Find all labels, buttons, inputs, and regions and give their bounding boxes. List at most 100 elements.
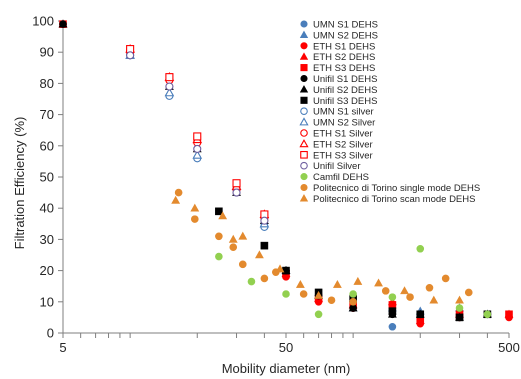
legend-label: UMN S1 DEHS <box>313 20 378 31</box>
data-point <box>190 203 200 212</box>
plot-area: 0 10 20 30 40 50 60 70 80 90 100 5 50 500 <box>32 14 520 356</box>
y-tick-label: 30 <box>40 232 54 247</box>
data-point <box>282 266 290 275</box>
data-point <box>126 51 135 60</box>
legend-item: Politecnico di Torino scan mode DEHS <box>299 194 475 205</box>
data-point <box>455 313 464 322</box>
data-point <box>483 310 492 319</box>
legend-marker <box>300 151 308 159</box>
legend-label: UMN S2 DEHS <box>313 30 378 41</box>
data-point <box>215 207 223 216</box>
legend-item: ETH S3 Silver <box>300 150 373 161</box>
legend-item: UMN S2 Silver <box>299 117 375 129</box>
series-12 <box>126 45 269 219</box>
y-tick-label: 80 <box>40 76 54 91</box>
legend-item: ETH S2 Silver <box>299 139 373 150</box>
legend-label: Camfil DEHS <box>313 172 369 183</box>
data-point <box>191 215 199 223</box>
data-point <box>406 293 414 301</box>
x-tick-label: 500 <box>498 340 520 355</box>
legend-label: ETH S2 DEHS <box>313 52 375 63</box>
data-point <box>218 211 228 220</box>
data-point <box>332 280 342 288</box>
legend-label: UMN S2 Silver <box>313 118 375 129</box>
legend-marker <box>300 42 308 50</box>
data-point <box>349 290 357 298</box>
legend-marker <box>300 161 308 170</box>
y-tick-label: 40 <box>40 201 54 216</box>
legend-marker <box>300 107 308 115</box>
data-point <box>275 264 285 273</box>
legend-marker <box>300 173 308 181</box>
data-point <box>174 188 183 197</box>
data-point <box>441 274 450 283</box>
legend-item: Unifil S3 DEHS <box>300 96 377 107</box>
y-tick-label: 70 <box>40 107 54 122</box>
legend-item: Unifil S1 DEHS <box>300 74 377 85</box>
x-axis-ticks: 5 50 500 <box>59 333 520 355</box>
legend-item: ETH S1 Silver <box>300 129 373 140</box>
data-point <box>455 304 464 312</box>
legend-item: ETH S3 DEHS <box>300 63 375 74</box>
legend-label: Unifil S1 DEHS <box>313 74 377 85</box>
data-point <box>215 232 223 241</box>
y-tick-label: 60 <box>40 138 54 153</box>
data-point <box>282 290 290 298</box>
data-point <box>381 287 390 295</box>
series-13 <box>126 51 269 225</box>
legend-item: Unifil Silver <box>300 161 361 172</box>
series-14 <box>215 244 492 319</box>
data-point <box>464 288 473 297</box>
legend-marker <box>300 129 308 137</box>
data-point <box>314 290 323 299</box>
series-15 <box>174 188 473 306</box>
data-point <box>353 276 363 285</box>
data-point <box>455 295 464 304</box>
y-tick-label: 50 <box>40 170 54 185</box>
legend-marker <box>300 74 308 83</box>
y-axis-title: Filtration Efficiency (%) <box>12 117 27 250</box>
legend-marker <box>300 96 308 104</box>
data-point <box>295 280 305 288</box>
data-point <box>416 244 425 253</box>
legend-label: ETH S3 Silver <box>313 150 373 161</box>
legend-label: Unifil S3 DEHS <box>313 96 377 107</box>
legend-marker <box>299 85 309 93</box>
legend-label: Politecnico di Torino single mode DEHS <box>313 183 480 194</box>
data-point <box>238 231 248 240</box>
legend-marker <box>300 64 308 72</box>
data-point <box>348 303 358 312</box>
legend-marker <box>299 194 309 202</box>
data-point <box>416 310 425 319</box>
legend-item: Politecnico di Torino single mode DEHS <box>300 183 480 194</box>
legend-label: UMN S1 silver <box>313 107 374 118</box>
legend-label: Unifil Silver <box>313 161 361 172</box>
legend-item: ETH S1 DEHS <box>300 41 375 52</box>
data-point <box>260 216 269 225</box>
legend-marker <box>299 30 309 38</box>
data-point <box>165 82 174 91</box>
y-tick-label: 0 <box>47 326 54 341</box>
legend-label: ETH S1 DEHS <box>313 41 375 52</box>
data-point <box>232 179 241 188</box>
data-point <box>388 322 397 331</box>
data-point <box>374 278 383 287</box>
data-point <box>388 307 397 315</box>
data-point <box>388 293 397 301</box>
legend-label: Politecnico di Torino scan mode DEHS <box>313 194 475 205</box>
data-point <box>58 19 68 28</box>
series-0 <box>59 20 492 331</box>
legend-item: Camfil DEHS <box>300 172 369 183</box>
data-point <box>327 296 336 305</box>
legend-item: UMN S1 silver <box>300 107 374 118</box>
legend-label: ETH S1 Silver <box>313 129 373 140</box>
y-tick-label: 100 <box>32 14 54 29</box>
legend-marker <box>300 183 308 192</box>
series-11 <box>125 43 270 218</box>
data-point <box>255 250 264 259</box>
data-point <box>232 188 241 197</box>
data-point <box>400 286 409 295</box>
data-point <box>238 260 247 269</box>
y-tick-label: 20 <box>40 263 54 278</box>
